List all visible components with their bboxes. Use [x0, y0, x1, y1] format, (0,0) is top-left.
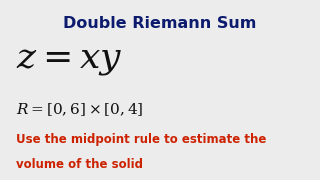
Text: $z = xy$: $z = xy$ [16, 43, 123, 77]
Text: Double Riemann Sum: Double Riemann Sum [63, 16, 257, 31]
Text: volume of the solid: volume of the solid [16, 158, 143, 171]
Text: Use the midpoint rule to estimate the: Use the midpoint rule to estimate the [16, 133, 266, 146]
Text: $R = [0,6] \times [0,4]$: $R = [0,6] \times [0,4]$ [16, 101, 144, 118]
